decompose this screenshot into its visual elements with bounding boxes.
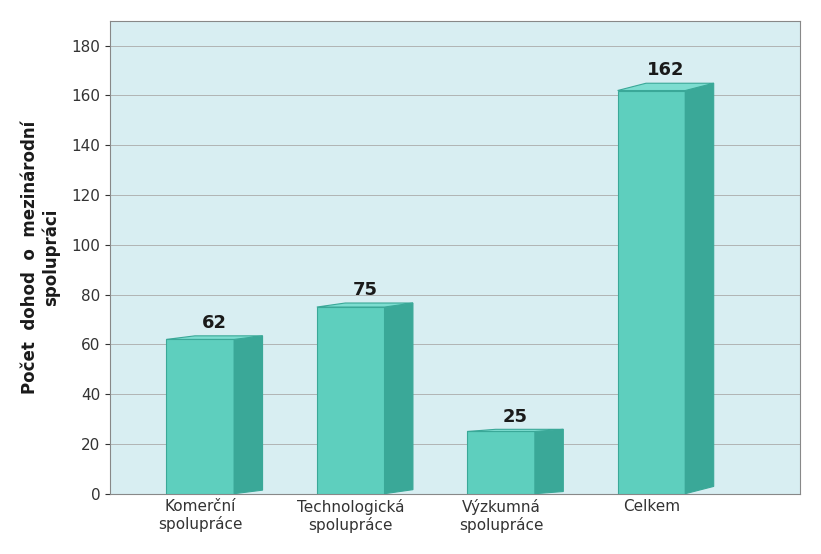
Text: 162: 162 <box>647 61 685 79</box>
Text: 25: 25 <box>502 408 528 425</box>
FancyBboxPatch shape <box>467 432 535 494</box>
FancyBboxPatch shape <box>167 340 234 494</box>
FancyBboxPatch shape <box>317 307 384 494</box>
Text: 62: 62 <box>202 314 227 332</box>
Text: 75: 75 <box>352 281 378 299</box>
FancyBboxPatch shape <box>617 90 686 494</box>
Y-axis label: Počet  dohod  o  mezinárodní
spolupráci: Počet dohod o mezinárodní spolupráci <box>21 121 60 394</box>
Polygon shape <box>467 429 563 432</box>
Polygon shape <box>617 83 713 90</box>
Polygon shape <box>686 83 713 494</box>
Polygon shape <box>317 303 413 307</box>
Polygon shape <box>384 303 413 494</box>
Polygon shape <box>234 336 263 494</box>
Polygon shape <box>535 429 563 494</box>
Polygon shape <box>167 336 263 340</box>
